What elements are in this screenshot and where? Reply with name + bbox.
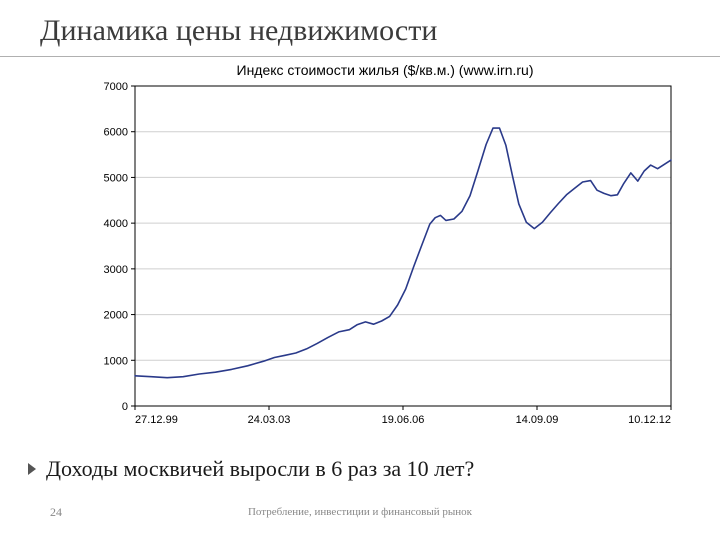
chart-container: Индекс стоимости жилья ($/кв.м.) (www.ir… <box>95 62 675 432</box>
svg-text:27.12.99: 27.12.99 <box>135 414 178 426</box>
chart-title: Индекс стоимости жилья ($/кв.м.) (www.ir… <box>95 62 675 78</box>
bullet-icon <box>28 463 36 475</box>
svg-text:3000: 3000 <box>104 264 128 276</box>
bullet-row: Доходы москвичей выросли в 6 раз за 10 л… <box>28 456 474 482</box>
svg-text:19.06.06: 19.06.06 <box>382 414 425 426</box>
svg-text:14.09.09: 14.09.09 <box>516 414 559 426</box>
svg-text:6000: 6000 <box>104 127 128 139</box>
footer-caption: Потребление, инвестиции и финансовый рын… <box>0 506 720 518</box>
svg-text:5000: 5000 <box>104 172 128 184</box>
svg-text:0: 0 <box>122 401 128 413</box>
line-chart: 0 1000 2000 3000 4000 5000 6000 7000 27.12.99 24.… <box>95 82 675 432</box>
svg-text:2000: 2000 <box>104 310 128 322</box>
footer: 24 Потребление, инвестиции и финансовый … <box>0 500 720 524</box>
svg-text:4000: 4000 <box>104 218 128 230</box>
svg-text:7000: 7000 <box>104 82 128 93</box>
page-number: 24 <box>50 505 62 520</box>
page-title: Динамика цены недвижимости <box>40 14 437 48</box>
svg-text:1000: 1000 <box>104 355 128 367</box>
svg-text:24.03.03: 24.03.03 <box>248 414 291 426</box>
svg-text:10.12.12: 10.12.12 <box>628 414 671 426</box>
title-divider <box>0 56 720 57</box>
bullet-text: Доходы москвичей выросли в 6 раз за 10 л… <box>46 456 474 482</box>
